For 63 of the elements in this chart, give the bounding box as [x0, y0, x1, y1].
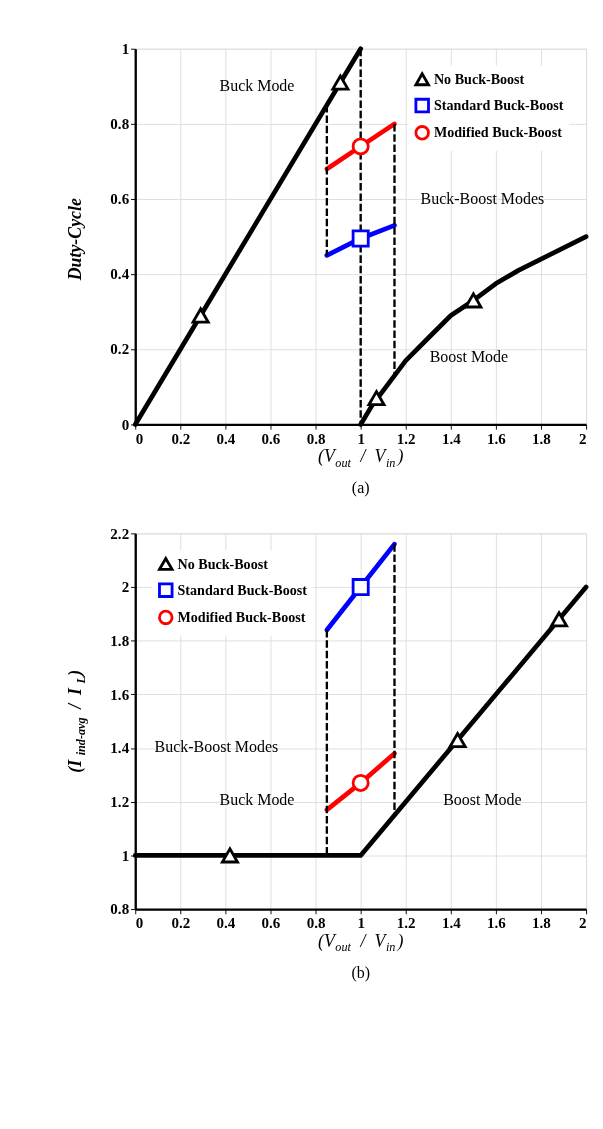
legend-label: Modified Buck-Boost: [177, 609, 306, 626]
x-tick-label: 1: [357, 430, 365, 447]
y-tick-label: 2: [121, 579, 130, 596]
annotation: Boost Mode: [443, 790, 522, 808]
x-tick-label: 1.2: [396, 915, 416, 932]
legend-label: Standard Buck-Boost: [177, 581, 308, 598]
y-tick-label: 1.2: [110, 793, 130, 810]
point: [220, 847, 239, 864]
annotation: Buck Mode: [219, 790, 295, 808]
x-tick-label: 1.8: [532, 915, 552, 932]
y-tick-label: 1.8: [110, 632, 130, 649]
x-tick-label: 0.8: [306, 430, 326, 447]
legend-label: No Buck-Boost: [177, 555, 269, 572]
annotation: Buck-Boost Modes: [154, 738, 279, 756]
y-tick-label: 0.4: [110, 266, 130, 283]
x-tick-label: 1.4: [441, 915, 462, 932]
point: [351, 229, 370, 248]
y-tick-label: 0.6: [110, 191, 130, 208]
point: [550, 611, 569, 628]
x-tick-label: 2: [579, 915, 587, 932]
x-tick-label: 2: [579, 430, 587, 447]
x-tick-label: 1.4: [441, 430, 462, 447]
x-tick-label: 0.2: [171, 430, 191, 447]
y-tick-label: 0.8: [110, 901, 130, 918]
x-tick-label: 0.6: [261, 915, 281, 932]
legend-label: Standard Buck-Boost: [433, 97, 564, 114]
point: [367, 390, 386, 407]
x-tick-label: 1: [357, 915, 365, 932]
y-tick-label: 1: [121, 40, 130, 57]
point: [331, 74, 350, 91]
y-tick-label: 2.2: [110, 525, 130, 542]
x-tick-label: 1.6: [487, 915, 507, 932]
annotation: Buck-Boost Modes: [420, 189, 545, 207]
point: [351, 578, 370, 597]
y-tick-label: 0.8: [110, 116, 130, 133]
y-tick-label: 1: [121, 847, 130, 864]
x-tick-label: 0: [135, 915, 144, 932]
text: (b): [351, 963, 370, 982]
x-tick-label: 0.6: [261, 430, 281, 447]
x-tick-label: 1.6: [487, 430, 507, 447]
point: [191, 307, 210, 324]
y-axis-title: Duty-Cycle: [64, 198, 85, 282]
annotation: Boost Mode: [429, 347, 509, 365]
y-tick-label: 1.4: [110, 740, 130, 757]
x-tick-label: 1.2: [396, 430, 416, 447]
legend-label: No Buck-Boost: [433, 70, 525, 87]
y-tick-label: 0: [121, 416, 130, 433]
y-axis-title: (Iind-avg / IL): [64, 669, 89, 773]
x-tick-label: 0.2: [171, 915, 191, 932]
annotation: Buck Mode: [219, 77, 295, 94]
y-tick-label: 0.2: [110, 341, 130, 358]
point: [351, 774, 370, 792]
x-tick-label: 0.4: [216, 915, 236, 932]
x-tick-label: 0: [135, 430, 144, 447]
point: [351, 137, 370, 156]
point: [464, 292, 483, 309]
x-tick-label: 0.8: [306, 915, 326, 932]
text: (a): [351, 479, 370, 497]
y-tick-label: 1.6: [110, 686, 130, 703]
point: [448, 732, 467, 748]
x-tick-label: 0.4: [216, 430, 236, 447]
legend-label: Modified Buck-Boost: [433, 124, 563, 141]
x-tick-label: 1.8: [532, 430, 552, 447]
